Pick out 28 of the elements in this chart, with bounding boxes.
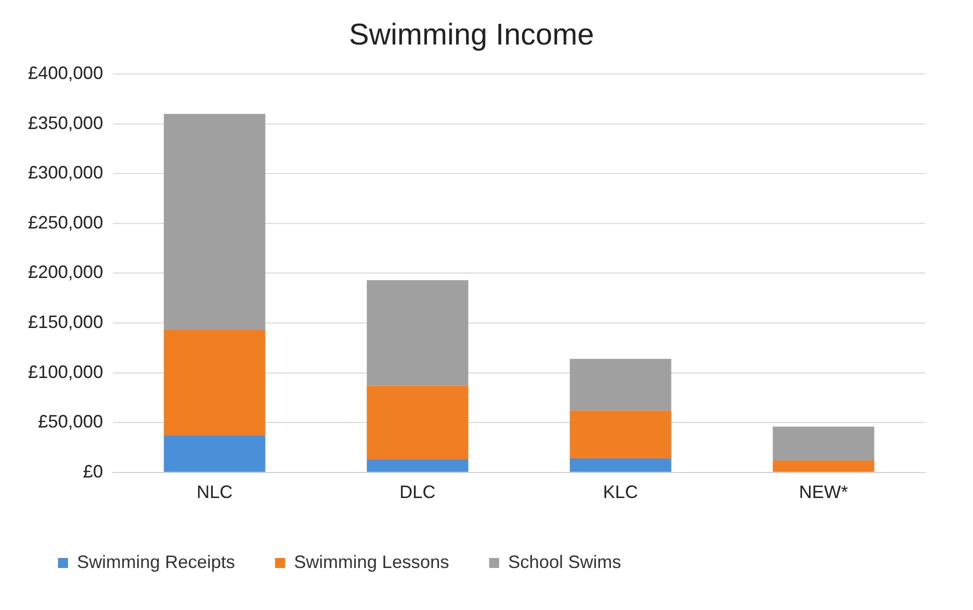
bar xyxy=(570,458,672,472)
bar xyxy=(366,459,468,472)
y-tick-label: £0 xyxy=(83,461,104,482)
bar xyxy=(570,410,672,458)
y-tick-label: £50,000 xyxy=(38,412,104,432)
bar xyxy=(366,280,468,386)
y-tick-label: £350,000 xyxy=(28,112,104,133)
bar xyxy=(164,330,266,436)
y-tick-label: £250,000 xyxy=(28,212,104,232)
chart-title: Swimming Income xyxy=(348,18,594,52)
y-tick-label: £300,000 xyxy=(28,162,104,183)
x-tick-label: DLC xyxy=(400,482,436,502)
y-tick-label: £400,000 xyxy=(28,62,104,83)
legend-label: Swimming Receipts xyxy=(77,552,236,572)
legend-label: Swimming Lessons xyxy=(294,552,450,572)
y-tick-label: £200,000 xyxy=(28,262,104,282)
bar xyxy=(772,426,874,460)
y-tick-label: £100,000 xyxy=(28,362,104,382)
bar xyxy=(772,460,874,472)
bar xyxy=(164,114,266,330)
x-tick-label: KLC xyxy=(603,482,638,502)
x-tick-label: NLC xyxy=(196,482,233,502)
bar xyxy=(366,386,468,460)
legend-label: School Swims xyxy=(508,552,622,572)
x-tick-label: NEW* xyxy=(799,482,848,502)
bar xyxy=(570,358,672,411)
y-tick-label: £150,000 xyxy=(28,312,104,332)
bar xyxy=(164,436,266,472)
